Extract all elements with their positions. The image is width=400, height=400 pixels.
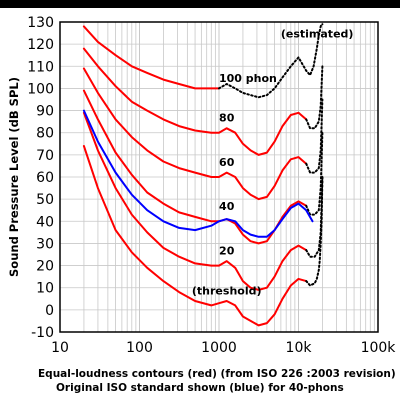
grid (59, 21, 379, 333)
curve-annotation: 80 (219, 112, 235, 125)
y-tick-label: 120 (27, 37, 54, 53)
curve-annotations: (estimated) 100 phon 80 60 40 20 (threshold) (192, 28, 354, 298)
series-lines (82, 23, 324, 327)
x-tick-label: 100 (126, 340, 153, 356)
y-tick-label: 70 (36, 148, 54, 164)
series-estimated-line (218, 23, 324, 99)
series-60-line (82, 67, 308, 201)
top-border (0, 0, 400, 8)
x-tick-label: 1000 (201, 340, 237, 356)
y-tick-label: 0 (45, 303, 54, 319)
y-tick-label: 30 (36, 236, 54, 252)
y-tick-labels: -10 0 10 20 30 40 50 60 70 80 90 100 110 120 130 (27, 15, 54, 341)
x-tick-label: 10 (51, 340, 69, 356)
series-threshold-line (82, 145, 308, 327)
y-tick-label: 90 (36, 104, 54, 120)
series-12-line (82, 109, 314, 238)
y-tick-label: 20 (36, 259, 54, 275)
y-tick-label: 130 (27, 15, 54, 31)
y-tick-label: 40 (36, 214, 54, 230)
curve-annotation: 40 (219, 200, 235, 213)
curve-annotation: 100 phon (219, 72, 277, 85)
y-tick-label: 60 (36, 170, 54, 186)
y-tick-label: 110 (27, 59, 54, 75)
series-100-phon-line (82, 25, 220, 90)
caption-line-2: Original ISO standard shown (blue) for 4… (56, 382, 344, 394)
series-9-line (305, 131, 324, 216)
curve-annotation: (estimated) (281, 28, 354, 41)
curve-annotation: (threshold) (192, 284, 262, 297)
series-11-line (305, 176, 324, 287)
curve-annotation: 20 (219, 245, 235, 258)
y-tick-label: 100 (27, 81, 54, 97)
y-tick-label: 50 (36, 192, 54, 208)
y-tick-label: 80 (36, 126, 54, 142)
series-7-line (305, 65, 324, 130)
plot-frame (59, 21, 379, 333)
caption-line-1: Equal-loudness contours (red) (from ISO … (38, 368, 396, 380)
curve-annotation: 60 (219, 156, 235, 169)
series-80-line (82, 47, 308, 156)
y-tick-label: 10 (36, 281, 54, 297)
x-tick-label: 100k (361, 340, 397, 356)
series-8-line (305, 98, 324, 174)
series-20-line (82, 111, 308, 291)
y-axis-label: Sound Pressure Level (dB SPL) (7, 77, 21, 277)
x-tick-label: 10k (286, 340, 313, 356)
x-tick-labels: 10 100 1000 10k 100k (51, 340, 396, 356)
y-tick-label: -10 (31, 325, 54, 341)
